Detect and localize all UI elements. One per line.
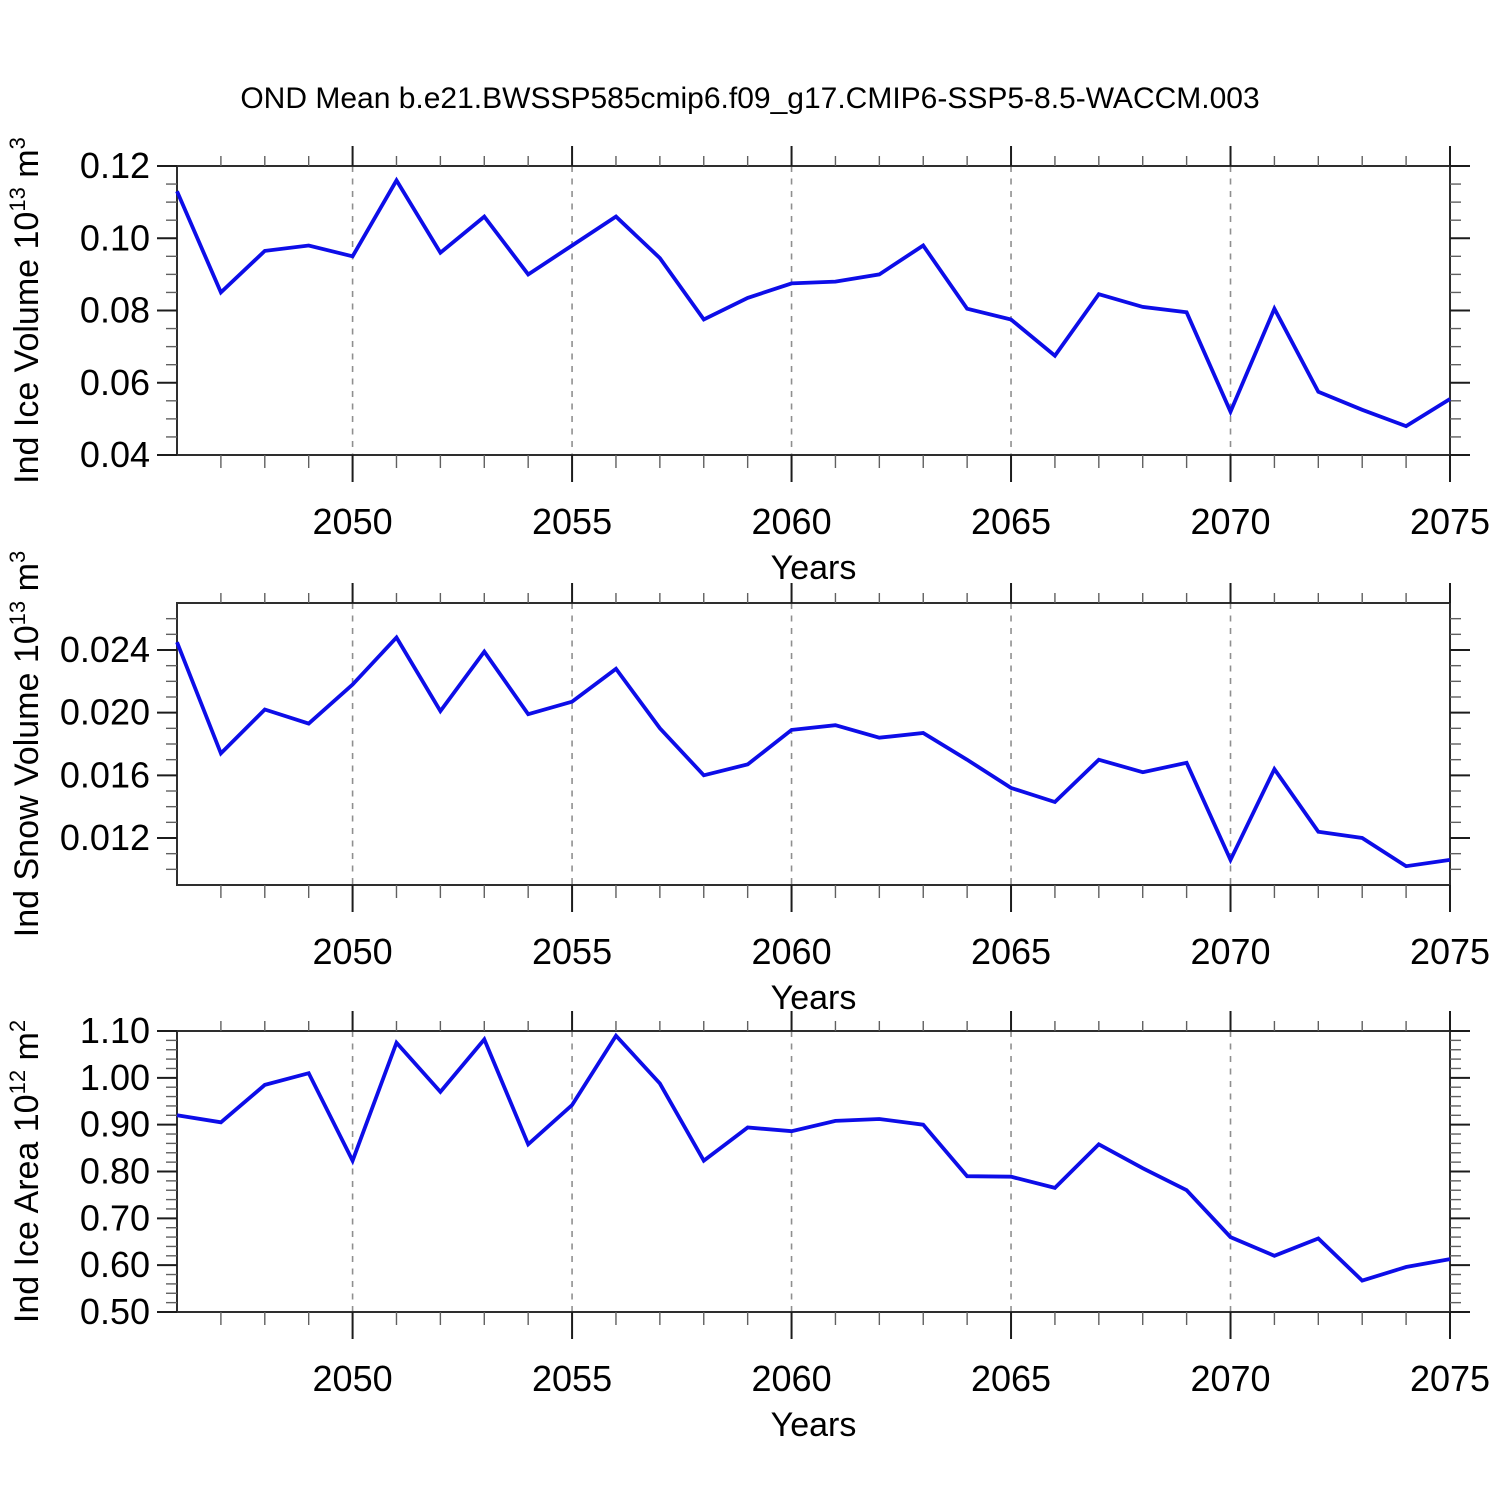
y-tick-label: 0.80 xyxy=(80,1151,150,1192)
x-tick-label: 2065 xyxy=(971,501,1051,542)
x-tick-label: 2075 xyxy=(1410,1358,1490,1399)
x-tick-label: 2060 xyxy=(752,1358,832,1399)
x-axis-title: Years xyxy=(771,549,857,587)
x-tick-label: 2075 xyxy=(1410,501,1490,542)
y-tick-label: 1.10 xyxy=(80,1010,150,1051)
x-tick-label: 2075 xyxy=(1410,931,1490,972)
x-tick-label: 2060 xyxy=(752,931,832,972)
x-tick-label: 2050 xyxy=(313,501,393,542)
y-tick-label: 0.04 xyxy=(80,434,150,475)
x-tick-label: 2055 xyxy=(532,1358,612,1399)
chart-1: 2050 2055 2060 2065 2070 2075 0.04 0.06 0.08 0.10… xyxy=(5,137,1490,587)
plot-frame xyxy=(176,602,1451,886)
y-tick-label: 0.012 xyxy=(60,817,150,858)
y-axis-title: Ind Ice Volume 1013 m3 xyxy=(5,137,46,484)
x-axis-title: Years xyxy=(771,1406,857,1444)
chart-2: 2050 2055 2060 2065 2070 2075 0.012 0.016 0.020 0… xyxy=(5,551,1490,1017)
x-tick-label: 2060 xyxy=(752,501,832,542)
x-tick-label: 2070 xyxy=(1190,1358,1270,1399)
data-line-series xyxy=(175,634,1451,869)
data-line-series xyxy=(175,176,1451,429)
plot-frame xyxy=(176,1030,1451,1313)
x-tick-label: 2055 xyxy=(532,501,612,542)
x-tick-label: 2070 xyxy=(1190,501,1270,542)
y-tick-label: 0.016 xyxy=(60,754,150,795)
y-tick-label: 0.06 xyxy=(80,362,150,403)
y-axis-title: Ind Snow Volume 1013 m3 xyxy=(5,551,46,937)
y-tick-label: 0.020 xyxy=(60,692,150,733)
x-tick-label: 2070 xyxy=(1190,931,1270,972)
x-tick-label: 2055 xyxy=(532,931,612,972)
x-tick-label: 2050 xyxy=(313,1358,393,1399)
y-tick-label: 1.00 xyxy=(80,1057,150,1098)
y-tick-label: 0.10 xyxy=(80,217,150,258)
y-tick-label: 0.08 xyxy=(80,290,150,331)
data-line-series xyxy=(176,1032,1451,1283)
y-tick-label: 0.60 xyxy=(80,1244,150,1285)
y-tick-label: 0.50 xyxy=(80,1291,150,1332)
y-axis-title: Ind Ice Area 1012 m2 xyxy=(5,1020,46,1323)
x-tick-label: 2065 xyxy=(971,1358,1051,1399)
y-tick-label: 0.12 xyxy=(80,145,150,186)
x-axis-title: Years xyxy=(771,979,857,1017)
y-tick-label: 0.024 xyxy=(60,629,150,670)
x-tick-label: 2050 xyxy=(313,931,393,972)
plot-frame xyxy=(176,165,1451,456)
y-tick-label: 0.90 xyxy=(80,1104,150,1145)
figure-title: OND Mean b.e21.BWSSP585cmip6.f09_g17.CMI… xyxy=(240,82,1260,115)
chart-3: 2050 2055 2060 2065 2070 2075 0.50 0.60 0.70 0.80… xyxy=(5,1010,1490,1444)
y-tick-label: 0.70 xyxy=(80,1197,150,1238)
x-tick-label: 2065 xyxy=(971,931,1051,972)
